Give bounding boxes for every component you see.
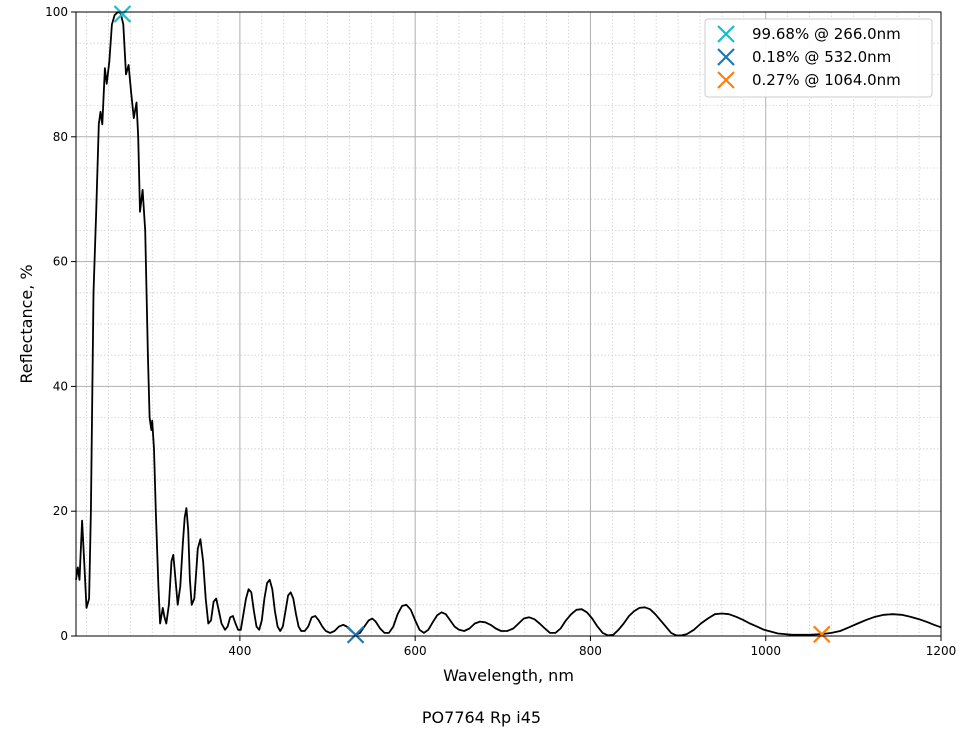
legend: 99.68% @ 266.0nm 0.18% @ 532.0nm 0.27% @ 1…: [704, 18, 933, 98]
data-marker-stroke-b: [813, 625, 831, 644]
major-grid: [76, 12, 941, 636]
plot-frame: [75, 11, 942, 637]
chart-caption: PO7764 Rp i45: [421, 708, 542, 727]
reflectance-chart: 400 600 800 1000 1200 0 20 40 60 80 100 Wavelength…: [0, 0, 963, 700]
legend-entry-label: 0.18% @ 532.0nm: [752, 48, 891, 66]
legend-marker: [717, 25, 735, 43]
series-layer: [75, 11, 942, 637]
y-tick-label: 100: [45, 5, 68, 19]
y-axis-label: Reflectance, %: [17, 264, 36, 383]
y-tick-label: 80: [53, 130, 68, 144]
chart-background: [0, 0, 963, 700]
tick-layer: 400 600 800 1000 1200 0 20 40 60 80 100: [45, 5, 956, 658]
x-tick-label: 800: [579, 644, 602, 658]
y-tick-label: 40: [53, 379, 68, 393]
legend-marker-stroke-b: [717, 71, 735, 89]
legend-marker: [717, 48, 735, 66]
marker-layer: [113, 5, 831, 644]
x-tick-label: 1000: [750, 644, 781, 658]
legend-entry-label: 0.27% @ 1064.0nm: [752, 71, 901, 89]
legend-box: [704, 18, 933, 98]
data-marker-stroke-b: [113, 5, 132, 23]
x-tick-label: 600: [404, 644, 427, 658]
y-tick-label: 20: [53, 504, 68, 518]
legend-marker-stroke-b: [717, 25, 735, 43]
x-tick-label: 400: [228, 644, 251, 658]
x-axis-label: Wavelength, nm: [443, 666, 574, 685]
minor-grid: [76, 12, 941, 636]
reflectance-series-line: [75, 11, 942, 637]
legend-entry-label: 99.68% @ 266.0nm: [752, 25, 901, 43]
y-tick-label: 60: [53, 255, 68, 269]
x-tick-label: 1200: [926, 644, 957, 658]
data-marker-stroke-b: [346, 626, 365, 644]
data-marker: [813, 625, 831, 644]
data-marker: [346, 626, 365, 644]
y-tick-label: 0: [60, 629, 68, 643]
data-marker: [113, 5, 132, 23]
legend-marker-stroke-b: [717, 48, 735, 66]
legend-marker: [717, 71, 735, 89]
